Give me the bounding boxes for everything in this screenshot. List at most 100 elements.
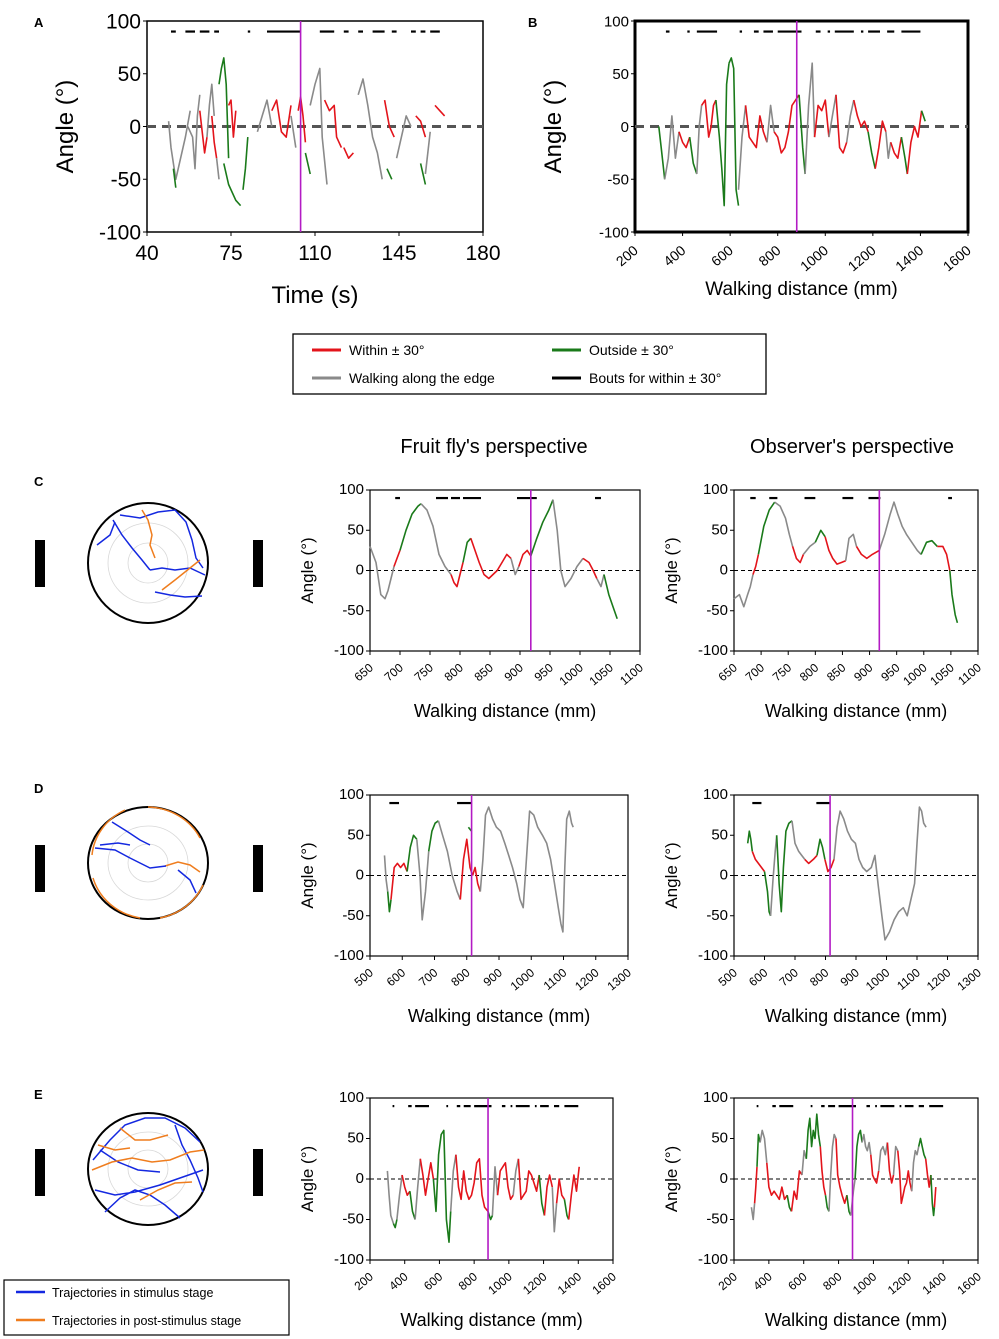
- x-tick-label: 1600: [589, 1269, 619, 1297]
- series-line: [491, 1166, 499, 1216]
- series-line: [419, 163, 427, 185]
- x-tick-label: 1100: [617, 660, 646, 688]
- series-line: [218, 57, 230, 159]
- y-tick-label: -100: [698, 1251, 728, 1268]
- series-line: [933, 1187, 937, 1208]
- x-tick-label: 650: [352, 660, 377, 684]
- y-tick-label: -50: [706, 1211, 728, 1228]
- series-line: [658, 126, 666, 180]
- trajectory-stimulus: [154, 591, 203, 598]
- series-line: [434, 104, 446, 117]
- arena-circle: [87, 502, 209, 624]
- series-line: [383, 855, 389, 892]
- x-axis-label: Walking distance (mm): [400, 1310, 582, 1330]
- trajectory-post: [139, 1181, 193, 1201]
- y-axis-label: Angle (°): [662, 537, 681, 603]
- series-line: [211, 115, 218, 159]
- x-tick-label: 1600: [954, 1269, 984, 1297]
- series-line: [854, 1129, 863, 1180]
- y-tick-label: 0: [720, 1170, 728, 1187]
- y-tick-label: 0: [356, 867, 364, 884]
- series-line: [819, 1146, 827, 1196]
- series-line: [369, 546, 395, 600]
- series-line: [833, 806, 927, 941]
- series-line: [538, 1174, 546, 1216]
- series-line: [757, 501, 776, 555]
- series-line: [552, 499, 584, 588]
- x-tick-label: 110: [298, 242, 331, 265]
- series-line: [786, 1195, 793, 1212]
- x-tick-label: 500: [716, 965, 741, 989]
- series-line: [172, 168, 177, 188]
- series-line: [751, 851, 766, 872]
- x-tick-label: 145: [381, 242, 416, 265]
- y-axis-label: Angle (°): [662, 842, 681, 908]
- series-line: [855, 545, 880, 560]
- series-line: [555, 1178, 566, 1204]
- series-line: [167, 110, 191, 181]
- series-line: [420, 503, 452, 575]
- trajectory-post: [161, 559, 201, 591]
- series-line: [874, 120, 887, 169]
- trajectory-stimulus: [94, 847, 167, 869]
- series-line: [518, 549, 532, 567]
- x-tick-label: 1600: [940, 242, 974, 274]
- y-tick-label: 0: [720, 867, 728, 884]
- x-tick-label: 1200: [520, 1269, 550, 1297]
- series-line: [892, 1145, 899, 1176]
- x-tick-label: 1100: [955, 660, 984, 688]
- series-line: [804, 62, 816, 175]
- legend-label-stimulus: Trajectories in stimulus stage: [52, 1286, 213, 1300]
- x-tick-label: 750: [412, 660, 437, 684]
- x-tick-label: 700: [743, 660, 768, 684]
- x-tick-label: 1400: [555, 1269, 585, 1297]
- stimulus-bar-left: [35, 1149, 45, 1196]
- series-line: [510, 558, 520, 576]
- y-tick-label: 0: [129, 116, 141, 139]
- x-tick-label: 850: [824, 660, 849, 684]
- x-tick-label: 1050: [927, 660, 957, 688]
- series-line: [449, 1154, 457, 1212]
- trajectory-post: [147, 806, 201, 839]
- y-tick-label: -50: [706, 602, 728, 619]
- x-tick-label: 600: [785, 1269, 810, 1293]
- series-line: [853, 99, 869, 133]
- x-tick-label: 1000: [863, 965, 893, 993]
- y-tick-label: -100: [599, 224, 629, 241]
- y-axis-label: Angle (°): [52, 80, 79, 174]
- series-line: [395, 115, 412, 159]
- y-tick-label: 50: [711, 521, 728, 538]
- trajectory-post: [141, 509, 156, 559]
- column-header-observer: Observer's perspective: [750, 436, 954, 458]
- y-axis-label: Angle (°): [298, 1146, 317, 1212]
- x-tick-label: 75: [219, 242, 242, 265]
- x-tick-label: 850: [472, 660, 497, 684]
- series-line: [920, 110, 926, 122]
- series-line: [828, 1133, 837, 1212]
- y-tick-label: -50: [342, 1211, 364, 1228]
- polar-grid: [107, 825, 189, 901]
- series-line: [791, 546, 805, 564]
- y-tick-label: 0: [356, 562, 364, 579]
- series-line: [816, 838, 826, 860]
- trajectory-stimulus: [104, 1189, 181, 1219]
- stimulus-bar-left: [35, 845, 45, 892]
- x-tick-label: 800: [820, 1269, 845, 1293]
- series-line: [790, 1170, 803, 1212]
- x-tick-label: 600: [708, 242, 736, 269]
- legend-frame: [292, 333, 767, 395]
- series-line: [766, 1162, 788, 1201]
- series-line: [462, 537, 472, 563]
- x-tick-label: 800: [807, 965, 832, 989]
- y-tick-label: -100: [99, 221, 141, 244]
- series-line: [470, 538, 512, 580]
- x-tick-label: 1050: [586, 660, 616, 688]
- x-tick-label: 1300: [604, 965, 634, 993]
- series-line: [409, 1191, 416, 1220]
- series-line: [889, 136, 903, 159]
- x-tick-label: 700: [416, 965, 441, 989]
